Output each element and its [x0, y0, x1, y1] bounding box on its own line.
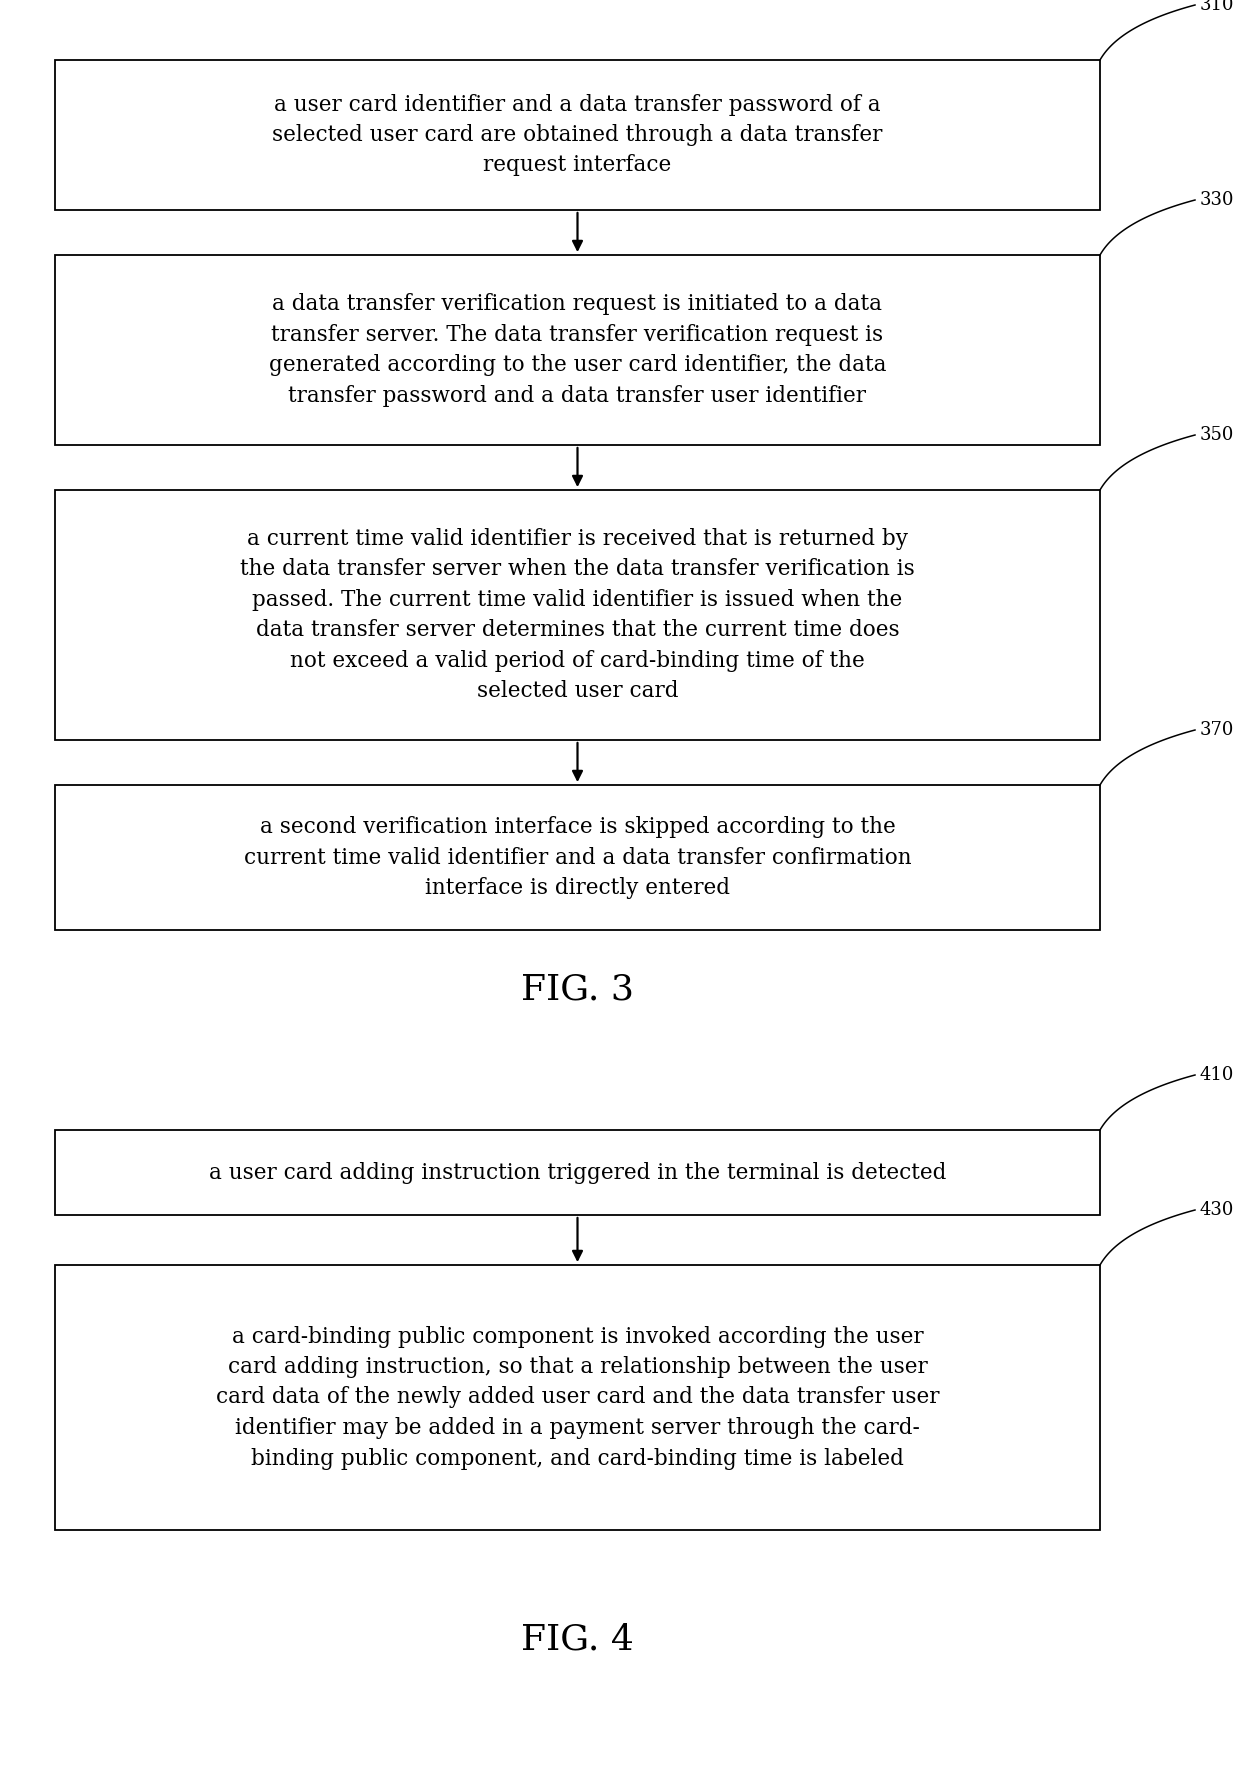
Text: a user card adding instruction triggered in the terminal is detected: a user card adding instruction triggered… [208, 1161, 946, 1184]
Text: a data transfer verification request is initiated to a data
transfer server. The: a data transfer verification request is … [269, 293, 887, 407]
Text: 330: 330 [1200, 190, 1235, 210]
Text: 430: 430 [1200, 1200, 1234, 1220]
Text: a current time valid identifier is received that is returned by
the data transfe: a current time valid identifier is recei… [241, 528, 915, 702]
Text: FIG. 4: FIG. 4 [521, 1623, 634, 1657]
Text: 370: 370 [1200, 722, 1234, 740]
Bar [55, 254, 1100, 444]
Bar [55, 786, 1100, 930]
Text: 350: 350 [1200, 427, 1234, 444]
Bar [55, 1264, 1100, 1531]
Bar [55, 491, 1100, 740]
Text: a second verification interface is skipped according to the
current time valid i: a second verification interface is skipp… [244, 816, 911, 900]
Text: a card-binding public component is invoked according the user
card adding instru: a card-binding public component is invok… [216, 1326, 939, 1469]
Text: 410: 410 [1200, 1067, 1234, 1085]
Bar [55, 1131, 1100, 1214]
Text: FIG. 3: FIG. 3 [521, 973, 634, 1006]
Text: a user card identifier and a data transfer password of a
selected user card are : a user card identifier and a data transf… [273, 94, 883, 176]
Bar [55, 60, 1100, 210]
Text: 310: 310 [1200, 0, 1235, 14]
